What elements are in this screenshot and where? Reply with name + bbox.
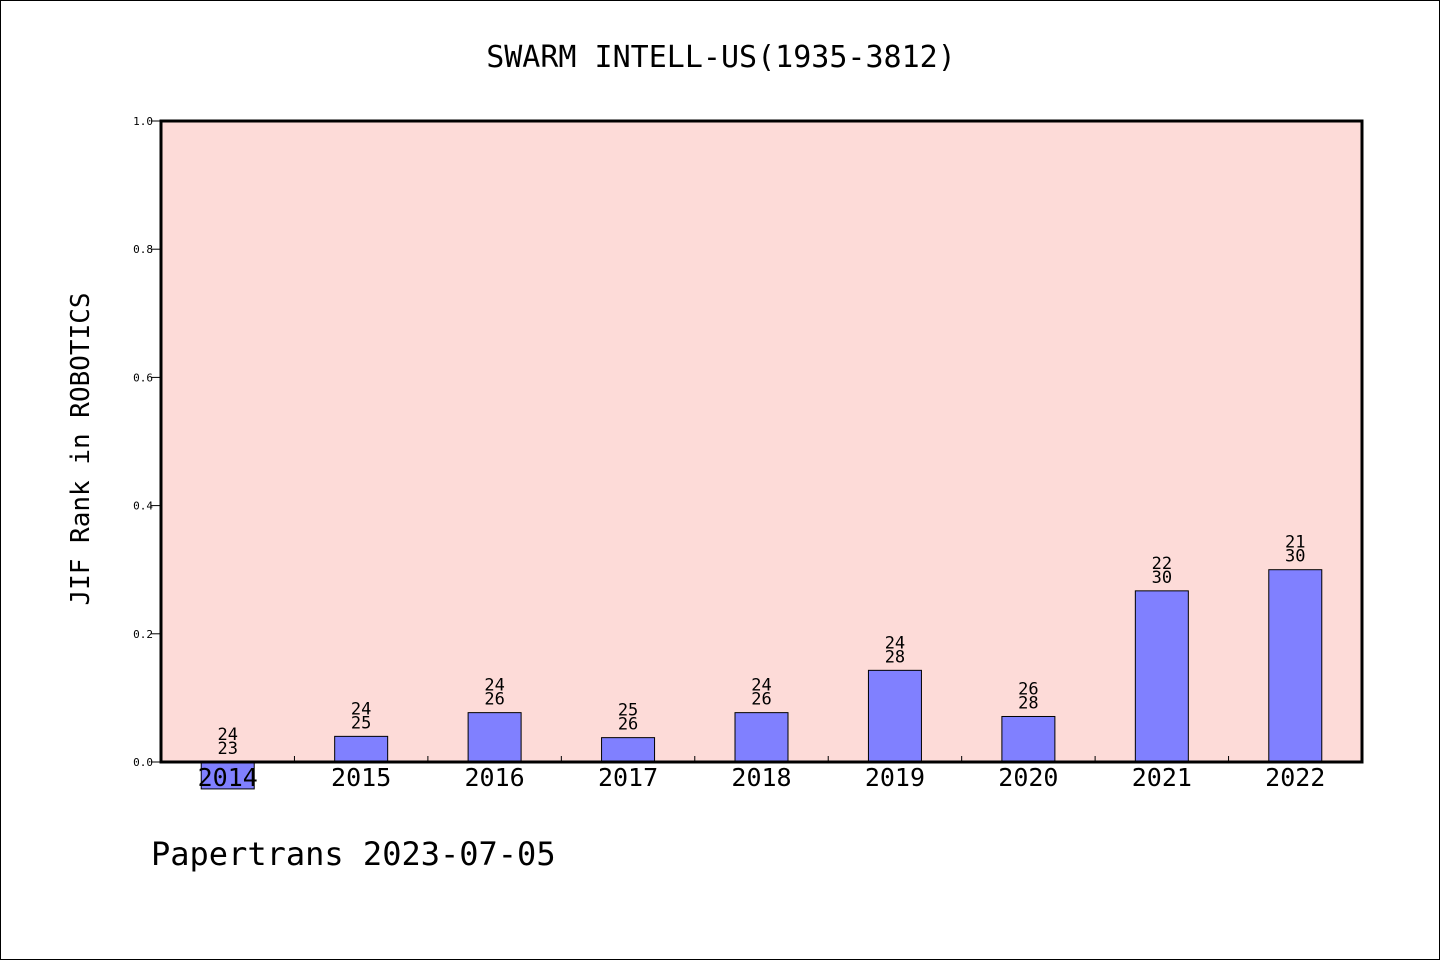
x-tick-label: 2020: [998, 763, 1058, 792]
bar: [1134, 590, 1189, 763]
bar-total-label: 30: [1152, 568, 1172, 588]
y-tick-label: 0.4: [133, 500, 153, 513]
bar-total-label: 26: [751, 690, 771, 710]
bar-rank-label: 21: [1285, 533, 1305, 553]
y-tick-label: 1.0: [133, 115, 153, 128]
bar-total-label: 25: [351, 713, 371, 733]
x-tick-label: 2019: [865, 763, 925, 792]
bar-total-label: 23: [217, 739, 237, 759]
y-axis-ticks: 0.0 0.2 0.4 0.6 0.8 1.0: [133, 115, 161, 769]
bar: [1268, 569, 1323, 763]
bar-rank-label: 24: [351, 699, 371, 719]
bar: [334, 735, 389, 763]
x-tick-label: 2022: [1265, 763, 1325, 792]
bar-total-label: 30: [1285, 547, 1305, 567]
bar-rank-label: 24: [484, 676, 504, 696]
x-axis-ticks: 2014 2015 2016 2017 2018 2019 2020 2021 2022: [198, 756, 1325, 792]
bar-rank-label: 24: [217, 725, 237, 745]
bar: [200, 761, 255, 790]
bar-total-label: 26: [484, 690, 504, 710]
bar-rank-label: 26: [1018, 679, 1038, 699]
bar-total-label: 26: [618, 715, 638, 735]
bar: [867, 669, 922, 763]
y-axis-label: JIF Rank in ROBOTICS: [66, 292, 96, 605]
bar: [1001, 715, 1056, 763]
y-tick-label: 0.8: [133, 243, 153, 256]
y-tick-label: 0.6: [133, 371, 153, 384]
y-tick-label: 0.0: [133, 756, 153, 769]
x-tick-label: 2021: [1132, 763, 1192, 792]
bar-total-label: 28: [1018, 693, 1038, 713]
x-tick-label: 2017: [598, 763, 658, 792]
bar-total-label: 28: [885, 647, 905, 667]
bar: [601, 737, 656, 763]
bar: [467, 712, 522, 763]
bar-rank-label: 25: [618, 701, 638, 721]
x-tick-label: 2014: [198, 763, 258, 792]
bar: [734, 712, 789, 763]
x-tick-label: 2015: [331, 763, 391, 792]
x-tick-label: 2018: [731, 763, 791, 792]
y-tick-label: 0.2: [133, 628, 153, 641]
plot-border: [159, 119, 1364, 764]
bar-rank-label: 24: [751, 676, 771, 696]
bar-rank-label: 22: [1152, 554, 1172, 574]
chart-title: SWARM INTELL-US(1935-3812): [486, 40, 956, 75]
x-tick-label: 2016: [465, 763, 525, 792]
footer-credit: Papertrans 2023-07-05: [151, 835, 556, 873]
bars-group: [200, 569, 1323, 790]
bar-rank-label: 24: [885, 633, 905, 653]
